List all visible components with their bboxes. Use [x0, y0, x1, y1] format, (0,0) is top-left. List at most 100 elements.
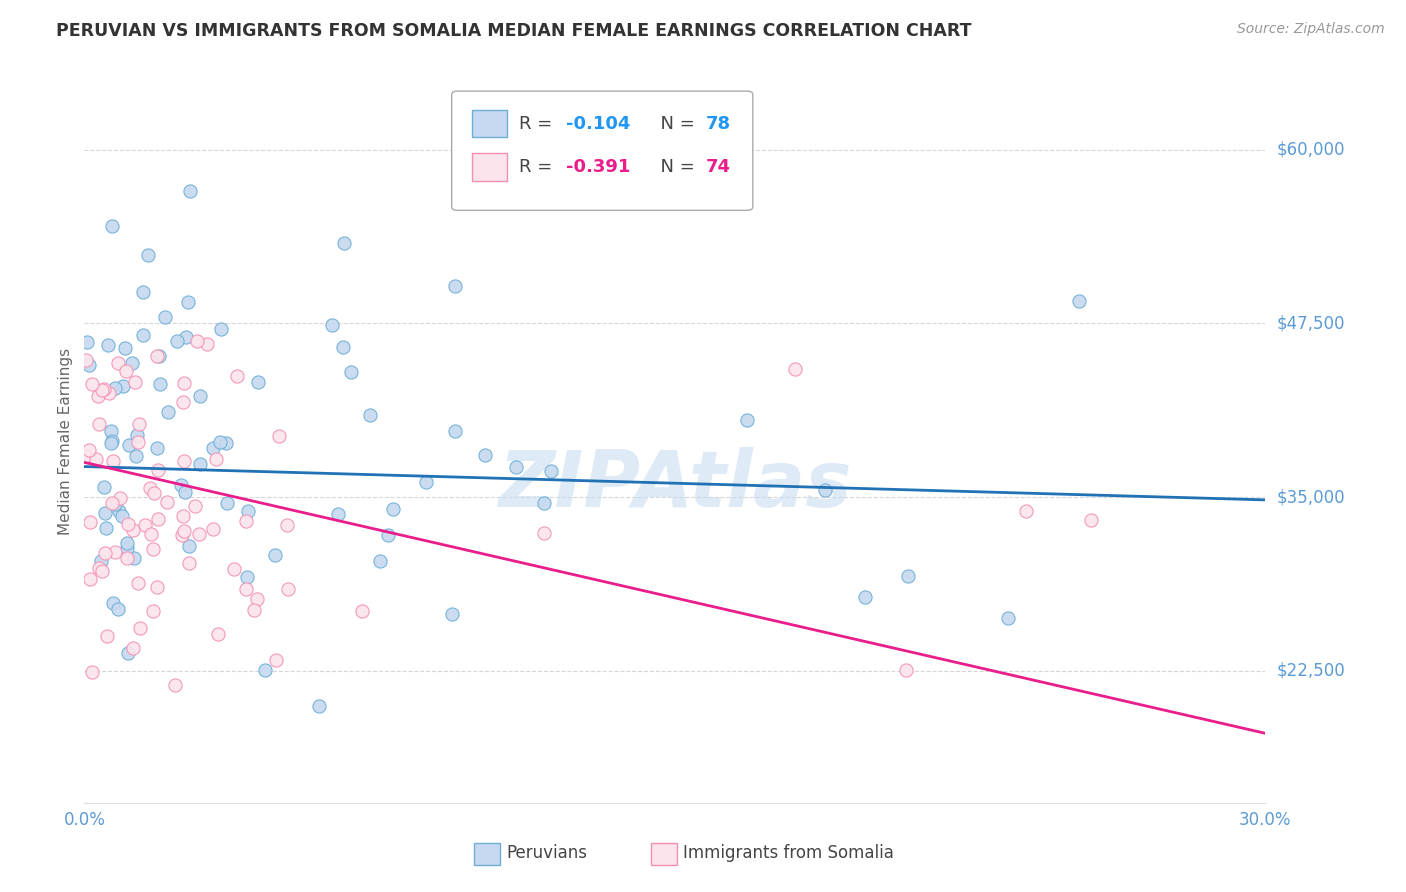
Point [277, 582, 299, 596]
Point [121, 356, 143, 370]
Point [104, 545, 127, 559]
Point [142, 541, 165, 556]
Point [1080, 512, 1102, 526]
Point [173, 524, 195, 538]
Point [177, 539, 200, 553]
Point [100, 434, 122, 449]
Point [1014, 503, 1036, 517]
Text: R =: R = [519, 158, 558, 176]
Point [134, 517, 156, 532]
Point [264, 548, 287, 562]
Point [132, 328, 155, 343]
Point [340, 365, 363, 379]
Point [269, 429, 291, 443]
Point [785, 362, 807, 376]
Point [124, 375, 146, 389]
Point [202, 522, 225, 536]
Point [141, 527, 163, 541]
Point [93, 546, 115, 560]
Point [127, 428, 149, 442]
Point [1067, 293, 1090, 308]
Point [202, 441, 225, 455]
Point [122, 551, 145, 566]
Point [90, 554, 112, 568]
Point [146, 441, 169, 455]
Point [84, 452, 107, 467]
Point [104, 381, 127, 395]
Point [333, 236, 356, 251]
FancyBboxPatch shape [451, 91, 752, 211]
Point [855, 590, 877, 604]
Point [89, 560, 111, 574]
Point [188, 389, 211, 403]
Point [533, 496, 555, 510]
Point [209, 322, 232, 336]
Point [235, 582, 257, 596]
Point [117, 516, 139, 531]
Point [136, 248, 159, 262]
Point [155, 310, 177, 324]
Point [97, 386, 120, 401]
Point [444, 425, 467, 439]
Point [94, 506, 117, 520]
Point [359, 408, 381, 422]
Point [172, 394, 194, 409]
Point [156, 405, 179, 419]
Point [129, 621, 152, 635]
Text: N =: N = [650, 115, 700, 133]
Point [148, 349, 170, 363]
Bar [472, 153, 508, 181]
Point [79, 572, 101, 586]
Text: PERUVIAN VS IMMIGRANTS FROM SOMALIA MEDIAN FEMALE EARNINGS CORRELATION CHART: PERUVIAN VS IMMIGRANTS FROM SOMALIA MEDI… [56, 22, 972, 40]
Point [118, 438, 141, 452]
Point [111, 509, 134, 524]
Text: $47,500: $47,500 [1277, 315, 1346, 333]
Point [115, 364, 138, 378]
Text: N =: N = [650, 158, 700, 176]
Point [91, 383, 114, 397]
Point [131, 285, 153, 300]
Point [142, 486, 165, 500]
Point [382, 502, 405, 516]
Point [894, 663, 917, 677]
Point [165, 678, 187, 692]
Point [897, 569, 920, 583]
Point [170, 478, 193, 492]
Text: $60,000: $60,000 [1277, 141, 1346, 159]
Bar [472, 110, 508, 137]
Point [127, 575, 149, 590]
Point [100, 435, 122, 450]
Point [94, 521, 117, 535]
Point [117, 646, 139, 660]
Text: $22,500: $22,500 [1277, 662, 1346, 680]
Y-axis label: Median Female Earnings: Median Female Earnings [58, 348, 73, 535]
Point [146, 580, 169, 594]
Point [222, 562, 245, 576]
Point [115, 536, 138, 550]
Text: R =: R = [519, 115, 558, 133]
Point [236, 503, 259, 517]
Point [89, 417, 111, 431]
Point [149, 376, 172, 391]
Point [104, 497, 127, 511]
Point [142, 604, 165, 618]
Text: -0.104: -0.104 [567, 115, 631, 133]
Point [87, 389, 110, 403]
Point [176, 294, 198, 309]
Bar [651, 843, 678, 865]
Point [77, 358, 100, 372]
Point [247, 375, 270, 389]
Point [184, 499, 207, 513]
Point [172, 508, 194, 523]
Point [540, 464, 562, 478]
Point [97, 338, 120, 352]
Point [377, 528, 399, 542]
Point [415, 475, 437, 490]
Point [533, 525, 555, 540]
Point [128, 417, 150, 432]
Point [242, 603, 264, 617]
Point [166, 334, 188, 348]
Point [114, 341, 136, 355]
Point [101, 496, 124, 510]
Text: 78: 78 [706, 115, 731, 133]
